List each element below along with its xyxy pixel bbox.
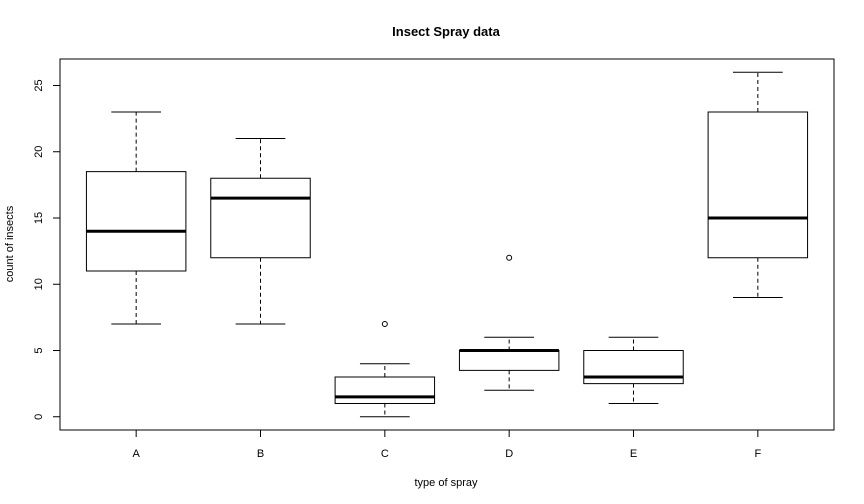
y-tick-label: 25: [33, 79, 45, 91]
y-tick-label: 15: [33, 212, 45, 224]
box-iqr: [458, 350, 560, 371]
y-axis: 0 5 10 15 20 25: [33, 79, 61, 420]
box-iqr: [707, 111, 809, 259]
y-axis-label: count of insects: [4, 205, 16, 282]
box-a: [85, 111, 187, 325]
x-axis: A B C D E F: [132, 429, 761, 460]
x-tick-label: B: [257, 448, 264, 460]
box-iqr: [583, 350, 684, 385]
box-e: [583, 336, 684, 404]
box-iqr: [85, 171, 187, 272]
box-iqr: [210, 177, 311, 259]
box-series: [85, 71, 809, 418]
x-tick-label: D: [505, 448, 513, 460]
outlier-point: [381, 321, 388, 327]
y-tick-label: 20: [33, 146, 45, 158]
box-d: [458, 254, 560, 391]
box-iqr: [334, 376, 436, 404]
x-tick-label: A: [132, 448, 140, 460]
y-tick-label: 0: [33, 414, 45, 420]
outlier-point: [506, 254, 513, 261]
y-tick-label: 5: [33, 347, 45, 353]
y-tick-label: 10: [33, 278, 45, 290]
x-tick-label: C: [381, 448, 389, 460]
x-axis-label: type of spray: [415, 477, 478, 489]
chart-title: Insect Spray data: [392, 24, 500, 39]
x-tick-label: F: [754, 448, 761, 460]
box-b: [210, 138, 311, 325]
box-f: [707, 71, 809, 298]
x-tick-label: E: [630, 448, 637, 460]
box-c: [334, 321, 436, 418]
